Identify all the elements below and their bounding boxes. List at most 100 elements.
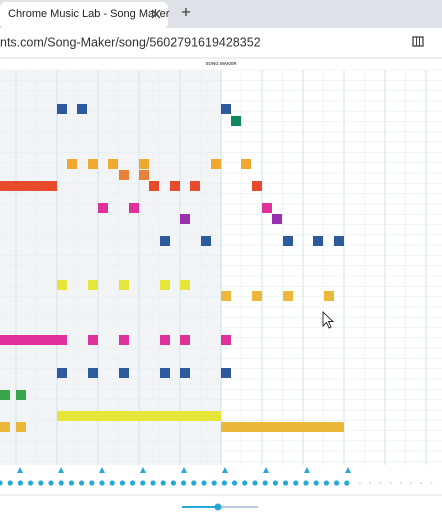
note <box>77 104 87 114</box>
percussion-dot <box>334 480 340 486</box>
note <box>139 170 149 180</box>
percussion-dot-empty <box>399 482 402 484</box>
percussion-triangle <box>140 467 146 473</box>
note <box>180 368 190 378</box>
note <box>0 390 10 400</box>
note <box>57 280 67 290</box>
note <box>283 236 293 246</box>
percussion-triangle <box>345 467 351 473</box>
percussion-dot <box>130 480 136 486</box>
percussion-dot <box>0 480 3 486</box>
percussion-triangle <box>304 467 310 473</box>
percussion-dot <box>262 480 268 486</box>
note <box>119 280 129 290</box>
reader-icon[interactable] <box>412 36 424 47</box>
note <box>108 159 118 169</box>
note <box>119 170 129 180</box>
percussion-dot <box>58 480 64 486</box>
grid-left-half <box>0 70 222 465</box>
percussion-dot <box>170 480 176 486</box>
note <box>0 422 10 432</box>
note <box>160 236 170 246</box>
tab[interactable] <box>0 2 168 29</box>
note <box>221 422 344 432</box>
percussion-dot <box>89 480 95 486</box>
url: nts.com/Song-Maker/song/5602791619428352 <box>0 35 261 49</box>
percussion-dot <box>252 480 258 486</box>
percussion-triangle <box>99 467 105 473</box>
note <box>88 335 98 345</box>
note <box>16 422 26 432</box>
percussion-dot <box>191 480 197 486</box>
percussion-triangle <box>17 467 23 473</box>
note <box>283 291 293 301</box>
note <box>180 335 190 345</box>
percussion-dot <box>303 480 309 486</box>
note <box>0 335 67 345</box>
reader-icon-lines <box>416 37 420 46</box>
note <box>88 368 98 378</box>
note <box>231 116 241 126</box>
percussion-dot <box>221 480 227 486</box>
note <box>88 159 98 169</box>
note <box>57 368 67 378</box>
note <box>16 390 26 400</box>
percussion-dot <box>109 480 115 486</box>
new-tab-button[interactable]: + <box>181 2 191 21</box>
note <box>57 104 67 114</box>
note <box>241 159 251 169</box>
percussion-dot <box>7 480 13 486</box>
percussion-dot <box>68 480 74 486</box>
note <box>221 368 231 378</box>
percussion-dot-empty <box>420 482 423 484</box>
note <box>119 368 129 378</box>
tab-close[interactable] <box>151 9 161 19</box>
note <box>160 368 170 378</box>
note <box>88 280 98 290</box>
note <box>170 181 180 191</box>
percussion-dot <box>79 480 85 486</box>
note <box>272 214 282 224</box>
percussion-triangle <box>222 467 228 473</box>
percussion-dot <box>232 480 238 486</box>
note <box>160 335 170 345</box>
note <box>180 280 190 290</box>
tempo-slider-knob[interactable] <box>214 503 222 511</box>
note <box>119 335 129 345</box>
percussion-dot-empty <box>379 482 382 484</box>
grid-right-half <box>222 70 442 465</box>
percussion-triangle <box>58 467 64 473</box>
percussion-dot <box>48 480 54 486</box>
percussion-dot <box>160 480 166 486</box>
percussion-dot <box>283 480 289 486</box>
tab-title: Chrome Music Lab - Song Maker <box>8 8 170 20</box>
note <box>98 203 108 213</box>
percussion-triangle <box>263 467 269 473</box>
note <box>334 236 344 246</box>
address-bar[interactable] <box>0 28 442 58</box>
note <box>57 411 221 421</box>
percussion-dot <box>150 480 156 486</box>
percussion-dot <box>17 480 23 486</box>
percussion-dot-empty <box>359 482 361 484</box>
note <box>324 291 334 301</box>
note <box>139 159 149 169</box>
percussion-dot-empty <box>410 482 412 484</box>
note <box>190 181 200 191</box>
percussion-dot <box>201 480 207 486</box>
grid <box>0 69 442 465</box>
percussion-dot <box>272 480 278 486</box>
percussion-dot <box>119 480 125 486</box>
notes <box>0 104 344 432</box>
mouse-cursor <box>322 310 335 329</box>
note <box>221 291 231 301</box>
note <box>211 159 221 169</box>
percussion-dot <box>38 480 44 486</box>
percussion-dot <box>181 480 187 486</box>
note <box>221 104 231 114</box>
percussion-dot <box>28 480 34 486</box>
note <box>160 280 170 290</box>
percussion-dot-empty <box>369 482 372 484</box>
